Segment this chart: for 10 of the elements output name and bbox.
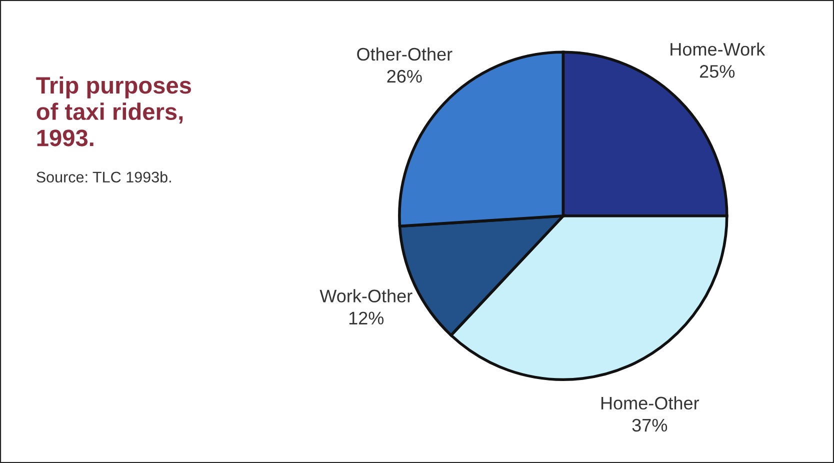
data-label: 25% xyxy=(700,65,735,78)
slice-label: Other-Other xyxy=(357,47,452,61)
slice-label: Home-Work xyxy=(670,42,766,56)
source-note: Source: TLC 1993b. xyxy=(36,171,171,183)
slice-label: Work-Other xyxy=(320,289,412,302)
slice-label: Home-Other xyxy=(601,396,700,410)
data-label: 12% xyxy=(349,312,384,324)
text: Trip purposes of taxi riders, 1993. xyxy=(36,76,192,146)
data-label: 26% xyxy=(387,70,422,83)
data-label: 37% xyxy=(632,418,668,432)
